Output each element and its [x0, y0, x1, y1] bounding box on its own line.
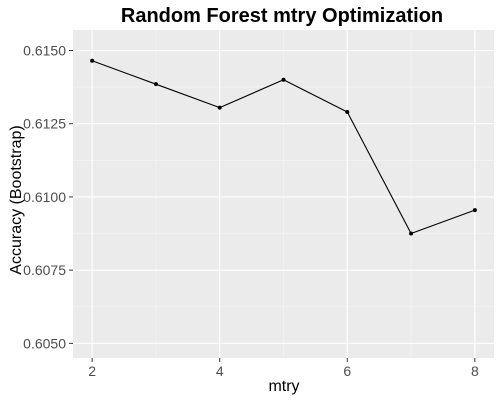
y-tick-label: 0.6100 [23, 189, 66, 205]
x-tick-label: 6 [343, 363, 351, 379]
series-line-segment [219, 79, 284, 109]
series-line-segment [346, 111, 412, 234]
data-point [90, 58, 95, 63]
data-point [472, 208, 477, 213]
y-axis: 0.6050 0.6075 0.6100 0.6125 0.6150 [23, 43, 73, 351]
series-line-segment [283, 79, 348, 113]
data-point [409, 231, 414, 236]
series-line-segment [410, 209, 476, 235]
data-point [281, 77, 286, 82]
y-tick-label: 0.6075 [23, 262, 66, 278]
chart-title: Random Forest mtry Optimization [121, 5, 443, 27]
y-axis-title: Accuracy (Bootstrap) [8, 125, 25, 274]
x-tick-label: 2 [88, 363, 96, 379]
x-axis-title: mtry [268, 378, 299, 395]
x-tick-label: 8 [471, 363, 479, 379]
series-line-segment [155, 83, 220, 109]
x-tick-label: 4 [216, 363, 224, 379]
y-tick-label: 0.6050 [23, 335, 66, 351]
data-point [217, 105, 222, 110]
y-tick-label: 0.6150 [23, 43, 66, 59]
major-gridlines [73, 30, 494, 358]
data-point [345, 110, 350, 114]
data-point [153, 82, 158, 87]
series-line-segment [91, 60, 157, 85]
accuracy-series [90, 58, 477, 236]
x-axis: 2 4 6 8 [88, 358, 479, 379]
y-tick-label: 0.6125 [23, 116, 66, 132]
